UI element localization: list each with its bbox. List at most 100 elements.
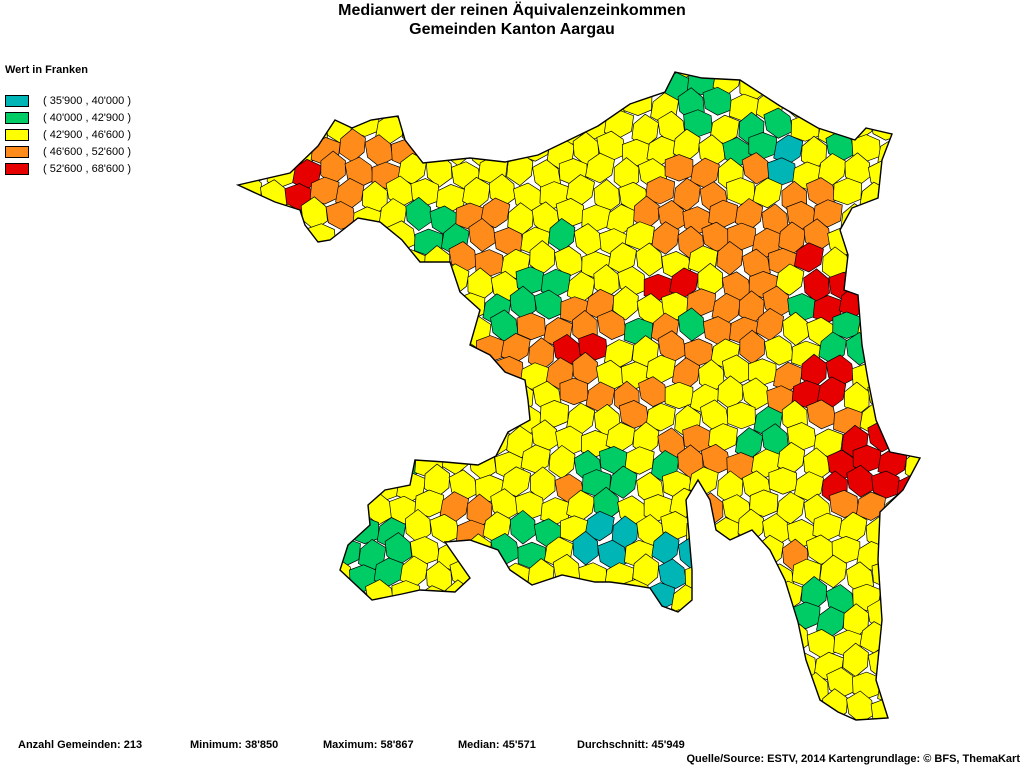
municipality-area — [349, 337, 379, 365]
municipality-area — [238, 117, 252, 145]
municipality-area — [700, 672, 730, 705]
municipality-area — [416, 131, 447, 161]
municipality-area — [697, 576, 724, 612]
municipality-area — [203, 758, 231, 768]
municipality-area — [618, 42, 647, 71]
municipality-area — [409, 407, 440, 436]
municipality-area — [238, 374, 243, 409]
municipality-area — [906, 352, 920, 387]
municipality-area — [428, 644, 459, 676]
municipality-area — [501, 690, 532, 720]
municipality-area — [441, 72, 470, 78]
municipality-area — [238, 580, 261, 614]
municipality-area — [320, 605, 347, 641]
municipality-area — [442, 669, 471, 704]
municipality-area — [238, 628, 262, 663]
municipality-area — [295, 242, 324, 276]
municipality-area — [247, 112, 278, 141]
municipality-area — [896, 693, 920, 720]
municipality-area — [240, 381, 270, 412]
municipality-area — [703, 540, 733, 570]
municipality-area — [238, 495, 239, 527]
municipality-area — [238, 556, 252, 585]
legend-item: ( 46'600 , 52'600 ) — [5, 143, 185, 160]
municipality-area — [375, 72, 406, 94]
municipality-area — [519, 584, 550, 613]
municipality-area — [508, 603, 535, 639]
municipality-area — [530, 695, 557, 720]
municipality-area — [918, 154, 920, 183]
municipality-area — [325, 429, 356, 459]
municipality-area — [727, 631, 757, 659]
municipality-area — [396, 689, 426, 720]
municipality-area — [268, 288, 299, 317]
municipality-area — [742, 688, 772, 720]
municipality-area — [322, 72, 351, 103]
municipality-area — [326, 649, 356, 679]
municipality-area — [259, 583, 288, 617]
stat-count: Anzahl Gemeinden: 213 — [18, 739, 143, 751]
municipality-area — [717, 693, 744, 720]
municipality-area — [897, 335, 920, 365]
municipality-area — [494, 585, 524, 614]
municipality-area — [461, 397, 491, 431]
municipality-area — [414, 489, 444, 518]
municipality-area — [878, 357, 908, 388]
municipality-area — [312, 711, 343, 720]
municipality-area — [624, 675, 655, 704]
municipality-area — [258, 128, 286, 163]
municipality-area — [677, 664, 703, 700]
municipality-area — [865, 72, 893, 96]
municipality-area — [205, 319, 233, 346]
municipality-area — [494, 669, 525, 698]
municipality-area — [321, 247, 348, 283]
municipality-area — [208, 42, 237, 71]
municipality-area — [261, 488, 291, 520]
municipality-area — [238, 533, 259, 563]
stat-average: Durchschnitt: 45'949 — [577, 739, 685, 751]
municipality-area — [501, 109, 532, 140]
municipality-area — [625, 758, 654, 768]
municipality-area — [388, 713, 419, 720]
legend-swatch-2 — [5, 111, 29, 124]
municipality-area — [371, 244, 400, 272]
municipality-area — [240, 607, 270, 639]
municipality-area — [348, 72, 378, 96]
municipality-area — [426, 382, 454, 417]
municipality-area — [883, 315, 911, 350]
municipality-area — [741, 152, 771, 185]
municipality-area — [202, 676, 231, 703]
municipality-area — [435, 86, 466, 115]
municipality-area — [238, 472, 248, 505]
municipality-area — [480, 197, 511, 229]
municipality-area — [489, 91, 518, 125]
municipality-area — [572, 530, 599, 566]
municipality-area — [466, 755, 491, 768]
municipality-area — [269, 517, 300, 547]
municipality-area — [609, 465, 638, 499]
municipality-area — [749, 489, 779, 517]
municipality-area — [548, 672, 576, 708]
municipality-area — [426, 602, 455, 637]
municipality-area — [677, 307, 706, 342]
stat-median: Median: 45'571 — [458, 739, 536, 751]
municipality-area — [554, 652, 585, 683]
municipality-area — [452, 601, 483, 630]
municipality-area — [891, 606, 920, 635]
municipality-area — [638, 376, 668, 408]
municipality-area — [545, 576, 574, 609]
municipality-area — [311, 580, 342, 611]
municipality-area — [340, 485, 367, 521]
municipality-area — [300, 335, 328, 371]
municipality-area — [565, 711, 595, 720]
municipality-area — [594, 621, 622, 656]
municipality-area — [244, 251, 274, 279]
municipality-area — [846, 464, 875, 498]
municipality-area — [454, 650, 484, 679]
municipality-area — [505, 643, 533, 678]
municipality-area — [923, 466, 951, 498]
municipality-area — [435, 623, 465, 652]
municipality-area — [301, 650, 329, 685]
municipality-area — [238, 352, 261, 386]
municipality-area — [238, 292, 244, 328]
